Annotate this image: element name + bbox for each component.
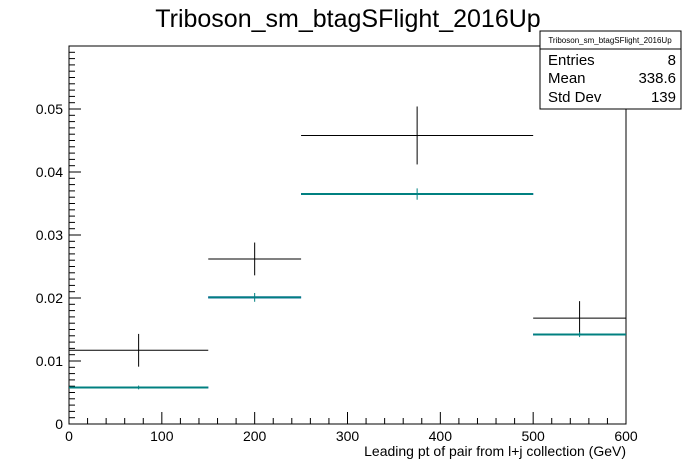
stats-mean-value: 338.6 xyxy=(638,70,676,87)
y-tick-label: 0.04 xyxy=(36,164,63,180)
stats-entries-label: Entries xyxy=(548,52,595,69)
y-tick-label: 0 xyxy=(55,416,63,432)
stats-box: Triboson_sm_btagSFlight_2016Up Entries 8… xyxy=(539,30,682,110)
x-tick-label: 500 xyxy=(521,428,545,444)
x-tick-label: 200 xyxy=(243,428,267,444)
x-tick-label: 600 xyxy=(614,428,638,444)
y-tick-label: 0.02 xyxy=(36,290,63,306)
stats-box-title: Triboson_sm_btagSFlight_2016Up xyxy=(548,36,672,45)
chart-title: Triboson_sm_btagSFlight_2016Up xyxy=(155,5,540,33)
x-tick-label: 100 xyxy=(150,428,174,444)
x-tick-label: 400 xyxy=(429,428,453,444)
y-tick-label: 0.03 xyxy=(36,227,63,243)
y-tick-label: 0.01 xyxy=(36,353,63,369)
stats-mean-label: Mean xyxy=(548,70,586,87)
y-tick-label: 0.05 xyxy=(36,101,63,117)
stats-entries-value: 8 xyxy=(668,52,676,69)
stats-box-frame xyxy=(539,30,682,110)
series-layer xyxy=(69,106,626,390)
x-axis-label: Leading pt of pair from l+j collection (… xyxy=(364,443,626,459)
y-axis-ticks: 0 0.01 0.02 0.03 0.04 0.05 xyxy=(36,45,81,432)
x-axis-ticks: 0 100 200 300 400 500 600 xyxy=(65,412,638,444)
stats-stddev-value: 139 xyxy=(651,89,676,106)
x-tick-label: 300 xyxy=(336,428,360,444)
stats-stddev-label: Std Dev xyxy=(548,89,602,106)
x-tick-label: 0 xyxy=(65,428,73,444)
